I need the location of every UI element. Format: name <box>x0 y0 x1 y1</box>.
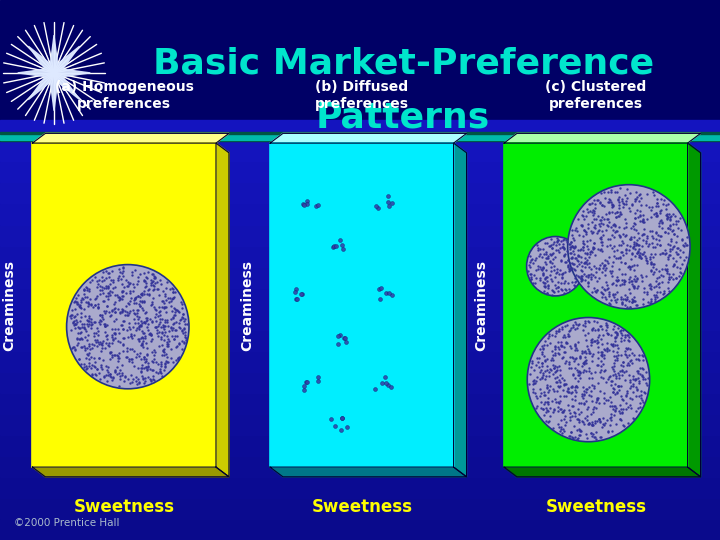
Polygon shape <box>18 35 90 111</box>
Text: Patterns: Patterns <box>316 101 490 134</box>
Text: Creaminess: Creaminess <box>2 260 17 350</box>
Bar <box>270 143 454 467</box>
Bar <box>0 267 720 288</box>
Bar <box>0 183 720 204</box>
Polygon shape <box>270 467 467 477</box>
Polygon shape <box>216 143 229 477</box>
Bar <box>0 456 720 477</box>
Text: Basic Market-Preference: Basic Market-Preference <box>153 47 654 80</box>
Polygon shape <box>688 143 701 477</box>
Ellipse shape <box>526 237 584 296</box>
Bar <box>0 351 720 372</box>
Bar <box>0 225 720 246</box>
Ellipse shape <box>66 265 189 389</box>
Polygon shape <box>504 467 701 477</box>
Bar <box>0 414 720 435</box>
Ellipse shape <box>527 318 649 442</box>
Bar <box>0 519 720 540</box>
Text: Sweetness: Sweetness <box>311 497 413 516</box>
Bar <box>0 132 720 134</box>
Text: Creaminess: Creaminess <box>240 260 254 350</box>
Bar <box>32 143 216 467</box>
Polygon shape <box>32 133 229 143</box>
Bar <box>0 435 720 456</box>
Ellipse shape <box>567 185 690 309</box>
Bar <box>0 137 720 141</box>
Bar <box>0 309 720 330</box>
Bar <box>0 330 720 350</box>
Bar <box>0 246 720 267</box>
Text: Sweetness: Sweetness <box>545 497 647 516</box>
Text: ©2000 Prentice Hall: ©2000 Prentice Hall <box>14 518 120 528</box>
Bar <box>0 372 720 393</box>
Bar <box>0 477 720 498</box>
Text: Sweetness: Sweetness <box>73 497 175 516</box>
Bar <box>0 140 720 540</box>
Text: (b) Diffused
preferences: (b) Diffused preferences <box>315 80 409 111</box>
Bar <box>0 498 720 519</box>
Bar <box>0 141 720 161</box>
Text: (c) Clustered
preferences: (c) Clustered preferences <box>545 80 647 111</box>
Bar <box>0 393 720 414</box>
Polygon shape <box>270 133 467 143</box>
Polygon shape <box>32 467 229 477</box>
Bar <box>0 288 720 309</box>
Text: Creaminess: Creaminess <box>474 260 488 350</box>
Bar <box>0 162 720 183</box>
Bar <box>504 143 688 467</box>
Bar <box>0 204 720 225</box>
Bar <box>0 120 720 140</box>
Text: (a) Homogeneous
preferences: (a) Homogeneous preferences <box>55 80 194 111</box>
Bar <box>0 134 720 140</box>
Bar <box>0 0 720 140</box>
Polygon shape <box>504 133 701 143</box>
Polygon shape <box>454 143 467 477</box>
